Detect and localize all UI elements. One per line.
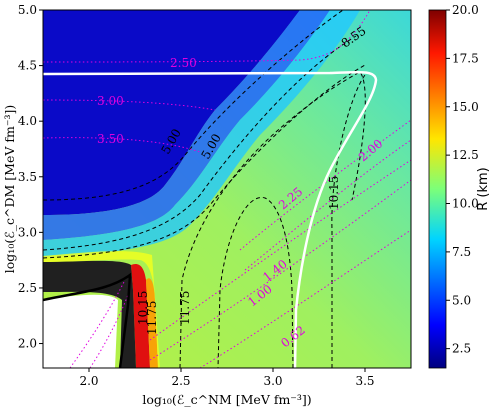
plot-frame xyxy=(42,9,412,369)
heatmap-red-wall xyxy=(131,263,150,368)
label-10.15: 10.15 xyxy=(327,176,341,210)
contour-11.75-left xyxy=(179,71,366,368)
x-axis-label: log₁₀(ℰ_c^NM [MeV fm⁻³]) xyxy=(142,392,311,407)
colorbar-tick-label: 20.0 xyxy=(452,3,479,17)
colorbar-tick-label: 5.0 xyxy=(452,293,471,307)
contour-3.50 xyxy=(43,137,201,153)
white-contour-main xyxy=(43,70,378,368)
label-2.50: 2.50 xyxy=(170,56,197,70)
y-tick-label: 4.5 xyxy=(18,59,37,73)
colorbar-tick-label: 15.0 xyxy=(452,100,479,114)
colorbar-tick-label: 2.5 xyxy=(452,342,471,356)
x-tick-label: 3.0 xyxy=(263,374,282,388)
heatmap-black-region xyxy=(43,260,136,368)
y-tick-label: 3.5 xyxy=(18,170,37,184)
heatmap-white-region xyxy=(43,294,118,368)
contour-1.00 xyxy=(149,179,411,361)
label-3.00: 3.00 xyxy=(97,94,124,108)
y-tick-label: 5.0 xyxy=(18,3,37,17)
contour-white-region-a xyxy=(69,279,126,368)
colorbar-tick-label: 17.5 xyxy=(452,51,479,65)
y-tick-label: 2.0 xyxy=(18,337,37,351)
contour-2.00 xyxy=(239,119,411,251)
x-tick-label: 3.5 xyxy=(355,374,374,388)
x-axis-ticks: 2.0 2.5 3.0 3.5 xyxy=(79,368,375,388)
y-axis-label: log₁₀(ℰ_c^DM [MeV fm⁻³]) xyxy=(2,105,17,273)
plot-area: 8.55 5.00 5.00 10.15 11.75 11.75 10.15 2… xyxy=(43,10,411,368)
y-tick-label: 2.5 xyxy=(18,281,37,295)
label-11.75-b: 11.75 xyxy=(145,301,159,335)
contour-2.25 xyxy=(244,139,411,271)
colorbar-tick-label: 7.5 xyxy=(452,245,471,259)
colorbar xyxy=(428,9,447,369)
x-tick-label: 2.0 xyxy=(79,374,98,388)
colorbar-tick-label: 12.5 xyxy=(452,148,479,162)
contour-8.55 xyxy=(43,10,344,201)
colorbar-label: R (km) xyxy=(476,167,491,211)
label-11.75-a: 11.75 xyxy=(178,291,192,325)
colorbar-tick-label: 10.0 xyxy=(452,197,479,211)
heatmap-orange-wall xyxy=(146,278,158,368)
white-contour xyxy=(43,70,378,368)
y-tick-label: 3.0 xyxy=(18,225,37,239)
y-axis-ticks: 2.0 2.5 3.0 3.5 4.0 4.5 5.0 xyxy=(18,3,43,351)
label-10.15-b: 10.15 xyxy=(136,291,150,325)
contour-2.50 xyxy=(43,10,371,63)
heatmap-mid-blue-band xyxy=(43,10,330,240)
magenta-contours xyxy=(43,10,411,368)
heatmap-yellow-rim xyxy=(43,251,160,368)
contour-10.15 xyxy=(331,74,366,368)
contour-11.75-right xyxy=(217,197,294,368)
black-thick-contour xyxy=(43,272,132,368)
contour-inner-a xyxy=(43,64,366,259)
heatmap-cyan-band xyxy=(43,10,360,258)
contour-white-region-b xyxy=(89,294,129,368)
label-3.50: 3.50 xyxy=(97,132,124,146)
colorbar-ticks: 2.5 5.0 7.5 10.0 12.5 15.0 17.5 20.0 xyxy=(446,3,479,356)
y-tick-label: 4.0 xyxy=(18,114,37,128)
x-tick-label: 2.5 xyxy=(171,374,190,388)
